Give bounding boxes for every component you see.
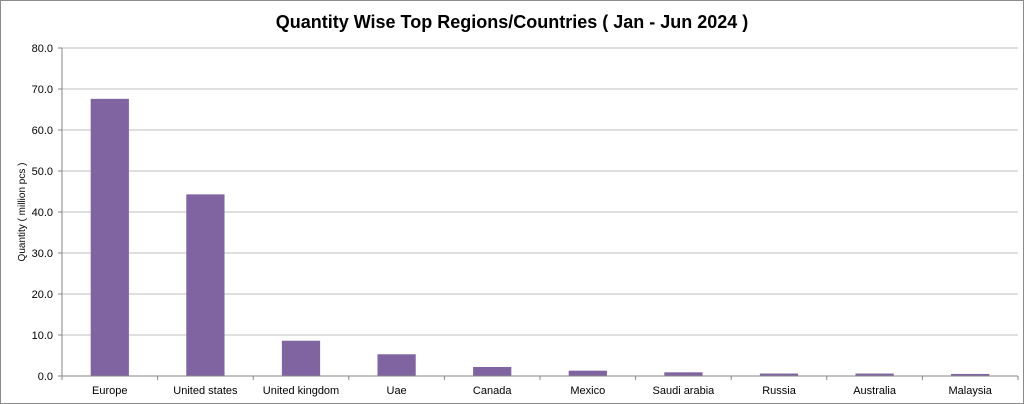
x-tick-label: United kingdom: [263, 385, 339, 397]
x-tick-label: Canada: [473, 385, 512, 397]
bar: [568, 370, 607, 376]
bar: [855, 373, 894, 376]
x-tick-label: Europe: [92, 385, 127, 397]
bar: [186, 194, 225, 376]
y-axis-label: Quantity ( million pcs ): [17, 163, 28, 262]
bars: [90, 98, 990, 376]
bar: [377, 354, 416, 376]
bar: [90, 98, 129, 376]
chart-title: Quantity Wise Top Regions/Countries ( Ja…: [276, 12, 749, 32]
bar: [473, 366, 512, 376]
x-tick-label: Malaysia: [948, 385, 992, 397]
x-tick-label: Australia: [853, 385, 897, 397]
x-tick-label: Saudi arabia: [653, 385, 716, 397]
bar: [759, 373, 799, 376]
x-tick-label: Uae: [387, 385, 407, 397]
bar: [664, 372, 703, 376]
y-tick-label: 70.0: [32, 84, 53, 96]
bar: [951, 373, 990, 376]
x-tick-label: Russia: [762, 385, 797, 397]
bar: [281, 340, 321, 376]
x-tick-label: Mexico: [570, 385, 605, 397]
y-tick-label: 60.0: [32, 125, 53, 137]
y-tick-label: 0.0: [38, 371, 53, 383]
x-tick-labels: Europe United states United kingdom Uae Cana…: [92, 385, 993, 397]
y-tick-label: 10.0: [32, 330, 53, 342]
y-tick-label: 20.0: [32, 289, 53, 301]
x-tick-label: United states: [173, 385, 238, 397]
y-tick-label: 80.0: [32, 43, 53, 55]
axes: [58, 47, 1019, 380]
y-tick-label: 30.0: [32, 248, 53, 260]
y-tick-labels: 0.0 10.0 20.0 30.0 40.0 50.0 60.0 70.0 80.0: [32, 43, 53, 383]
y-tick-label: 40.0: [32, 207, 53, 219]
y-tick-label: 50.0: [32, 166, 53, 178]
